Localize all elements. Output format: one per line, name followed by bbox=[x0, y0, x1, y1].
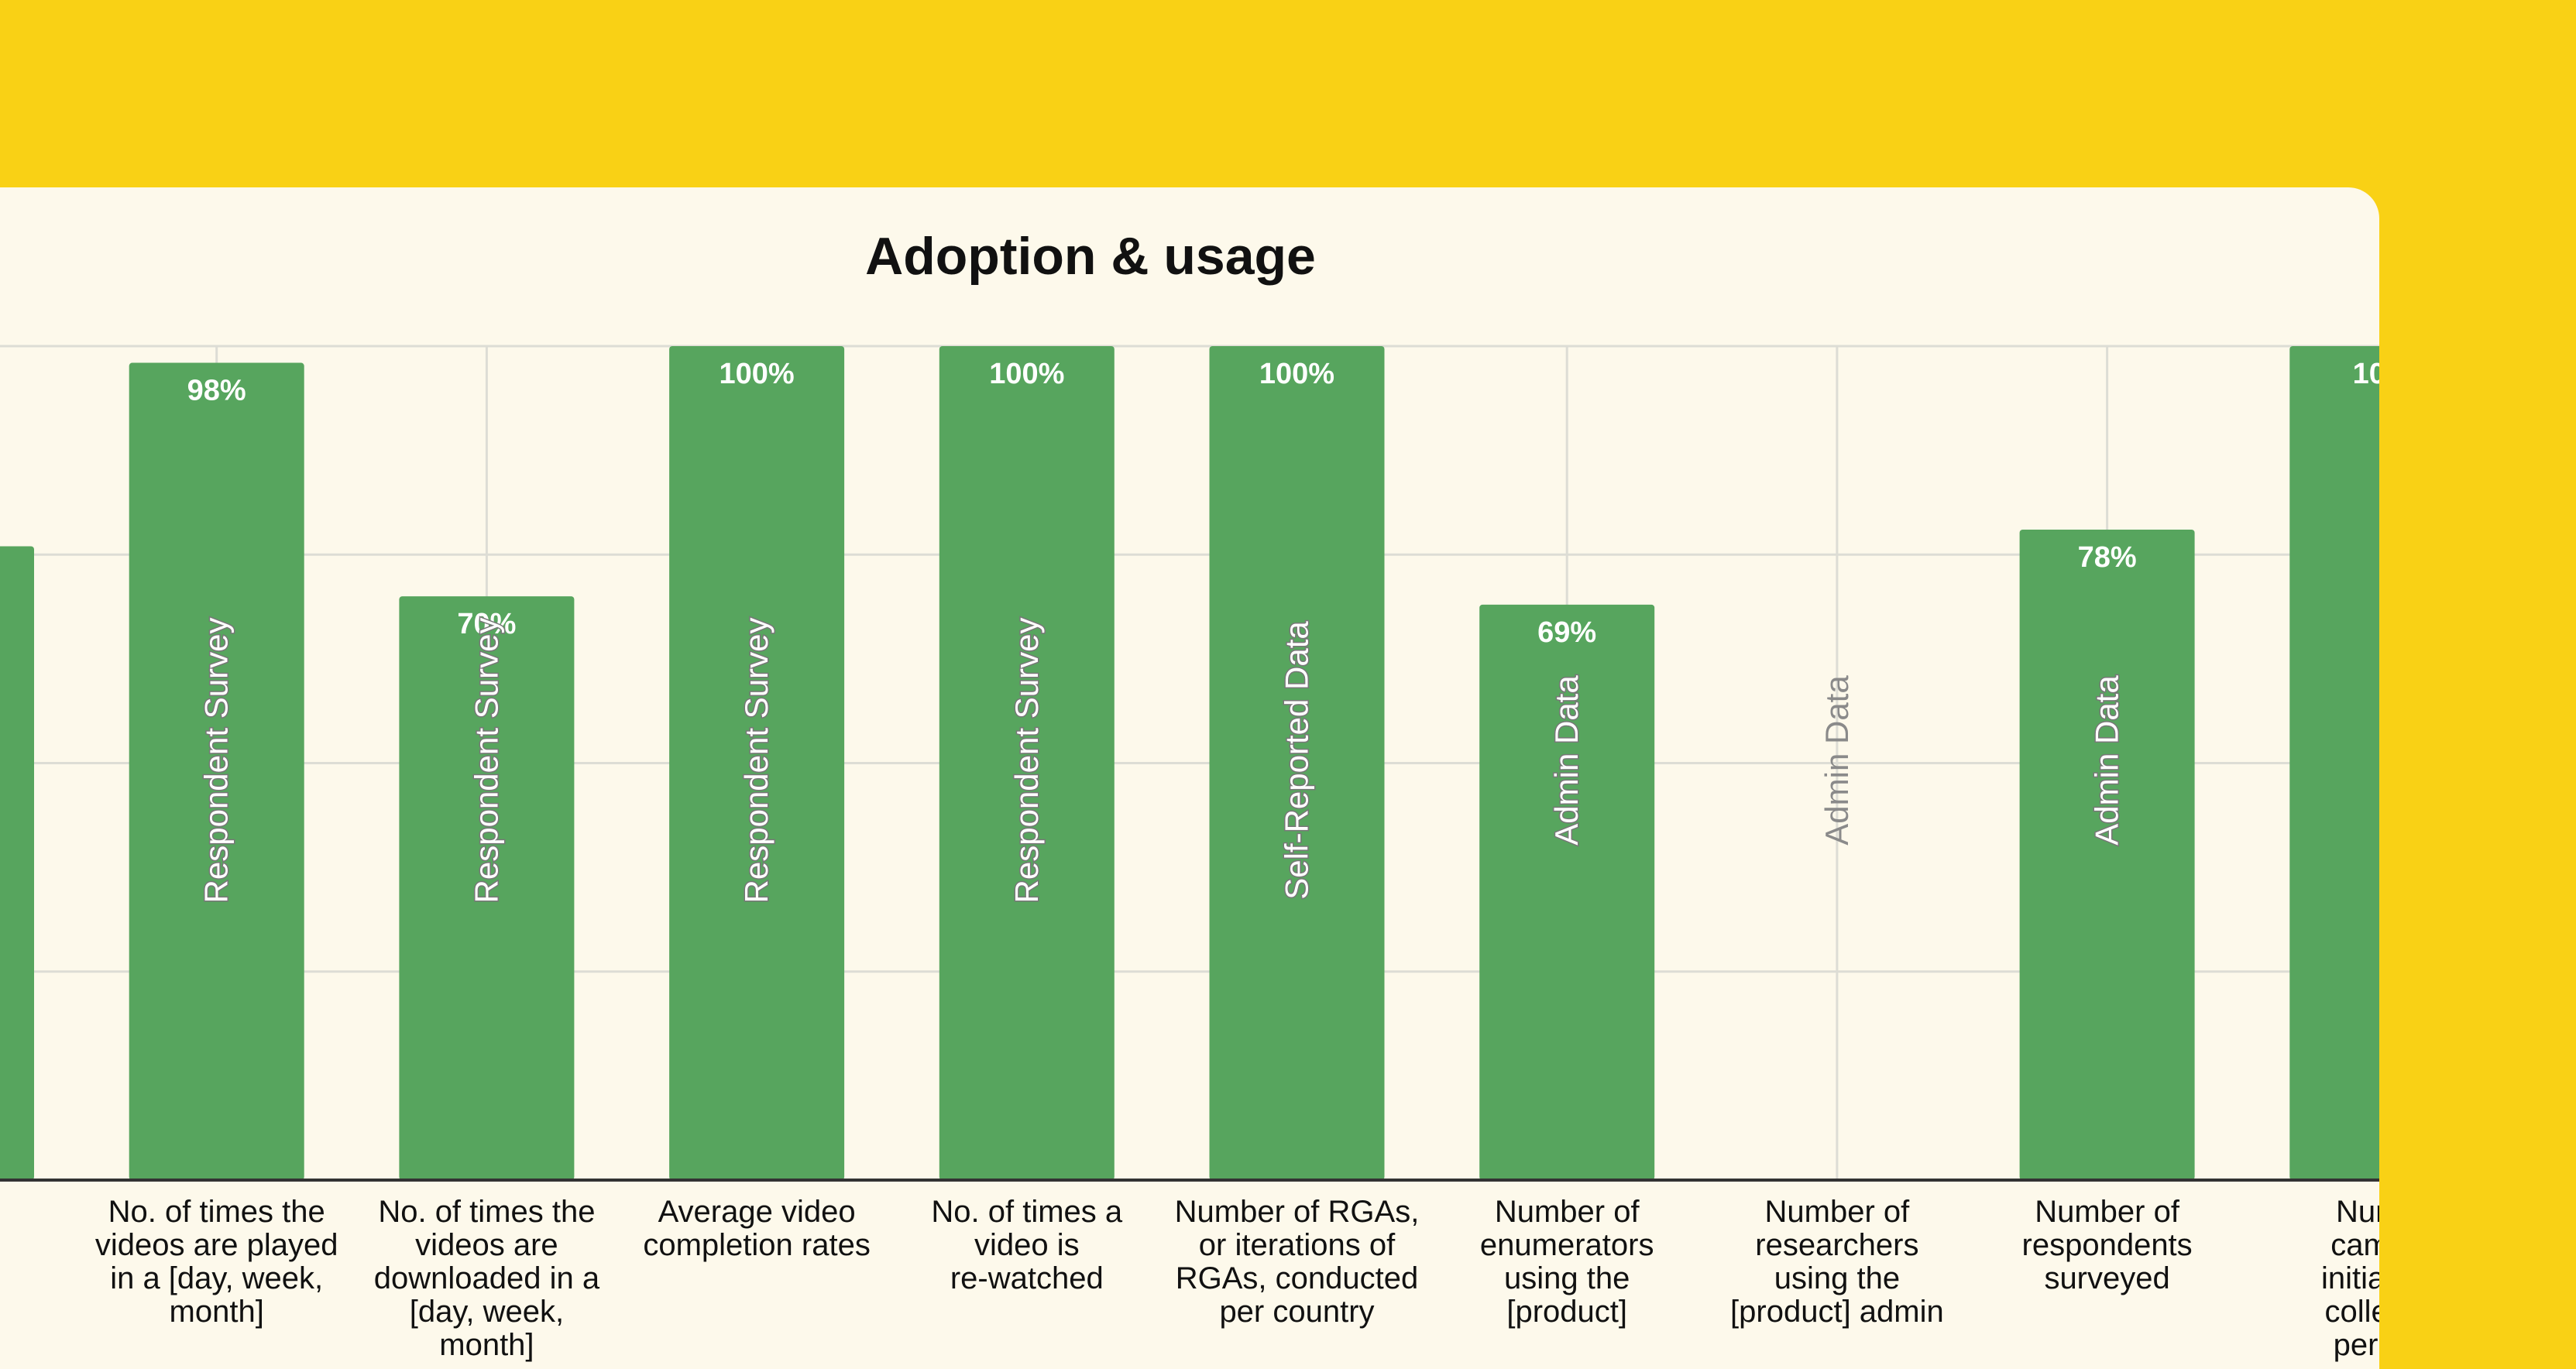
x-tick-label-line: in a [day, week, bbox=[110, 1261, 323, 1295]
bar-value-label: 78% bbox=[2078, 541, 2137, 574]
x-tick-label-line: using the bbox=[1504, 1261, 1630, 1295]
x-tick-label-line: videos are played bbox=[95, 1228, 338, 1262]
x-tick-label-line: initiative bbox=[2321, 1261, 2379, 1295]
bar-value-label: 100% bbox=[719, 358, 794, 390]
x-tick-label: Number of researchers using the [product] a… bbox=[1730, 1195, 1944, 1329]
x-tick-label-line: Number of bbox=[1495, 1195, 1640, 1229]
x-tick-label-line: month] bbox=[439, 1328, 534, 1362]
x-tick-label: Numbcampainitiativecollecteper qu bbox=[2321, 1195, 2379, 1362]
bar bbox=[1479, 604, 1655, 1180]
bar bbox=[669, 346, 845, 1180]
x-tick-label-line: No. of times the bbox=[108, 1195, 325, 1229]
bar-data-source-label: Admin Data bbox=[2089, 675, 2125, 846]
x-tick-label-line: [product] bbox=[1506, 1295, 1627, 1329]
bar bbox=[939, 346, 1115, 1180]
bar-value-label: 69% bbox=[1537, 616, 1596, 649]
x-tick-label-line: re-watched bbox=[950, 1261, 1104, 1295]
x-tick-label-line: enumerators bbox=[1480, 1228, 1654, 1262]
x-tick-label: No. of times the videos are downloaded in … bbox=[374, 1195, 600, 1362]
x-tick-label-line: No. of times the bbox=[378, 1195, 595, 1229]
x-tick-label-line: No. of times a bbox=[931, 1195, 1123, 1229]
x-tick-label-line: month] bbox=[170, 1295, 264, 1329]
x-tick-label-line: researchers bbox=[1755, 1228, 1918, 1262]
x-tick-label-line: per country bbox=[1219, 1295, 1374, 1329]
bar-value-label: 100% bbox=[989, 358, 1064, 390]
bar-data-source-label: Respondent Survey bbox=[1008, 618, 1045, 904]
x-tick-label: Number of enumerators using the [product] bbox=[1480, 1195, 1654, 1329]
chart-title: Adoption & usage bbox=[865, 227, 1316, 286]
x-tick-label-line: using the bbox=[1774, 1261, 1900, 1295]
x-tick-label: Number of respondents surveyed bbox=[2022, 1195, 2193, 1295]
x-tick-label-line: campa bbox=[2330, 1228, 2379, 1262]
bar-value-label: 70% bbox=[457, 608, 516, 640]
x-tick-label-line: respondents bbox=[2022, 1228, 2193, 1262]
bar-value-label: 98% bbox=[187, 375, 246, 407]
x-tick-label-line: downloaded in a bbox=[374, 1261, 600, 1295]
x-tick-label: Number of RGAs, or iterations of RGAs, con… bbox=[1175, 1195, 1420, 1329]
x-tick-label-line: Number of RGAs, bbox=[1175, 1195, 1420, 1229]
bar bbox=[399, 596, 575, 1180]
bar-value-label: 100% bbox=[1259, 358, 1334, 390]
x-tick-label: Average video completion rates bbox=[643, 1195, 870, 1262]
bar-data-source-label: Respondent Survey bbox=[468, 618, 504, 904]
chart-card: Adoption & usage 98% Respondent Survey 70%… bbox=[0, 187, 2379, 1369]
x-tick-label-line: Average video bbox=[658, 1195, 856, 1229]
x-tick-label-line: Numb bbox=[2336, 1195, 2379, 1229]
bar-data-source-label: Admin Data bbox=[1548, 675, 1585, 846]
x-tick-label-line: [day, week, bbox=[410, 1295, 564, 1329]
bar-chart: 98%Respondent Survey 70%Respondent Survey… bbox=[0, 345, 2379, 1362]
x-tick-label: No. of times the videos are played in a [d… bbox=[95, 1195, 338, 1329]
x-tick-label-line: collecte bbox=[2324, 1295, 2379, 1329]
bar-data-source-label: Self-Reported Data bbox=[1279, 621, 1315, 900]
bar bbox=[2289, 346, 2379, 1180]
bar bbox=[2019, 529, 2195, 1180]
x-tick-label-line: video is bbox=[974, 1228, 1080, 1262]
x-tick-label-line: Number of bbox=[2035, 1195, 2180, 1229]
bar-value-label: 100 bbox=[2353, 358, 2379, 390]
bar bbox=[1209, 346, 1385, 1180]
x-tick-label-line: per qu bbox=[2334, 1328, 2379, 1362]
bar-data-source-label: Respondent Survey bbox=[198, 618, 235, 904]
bar-data-source-label: Admin Data bbox=[1819, 675, 1855, 846]
x-tick-label-line: RGAs, conducted bbox=[1176, 1261, 1419, 1295]
x-tick-label-line: surveyed bbox=[2044, 1261, 2169, 1295]
x-tick-label-line: Number of bbox=[1765, 1195, 1911, 1229]
bar-data-source-label: Respondent Survey bbox=[738, 618, 775, 904]
bar bbox=[129, 362, 304, 1180]
x-tick-label-line: or iterations of bbox=[1199, 1228, 1396, 1262]
x-tick-label-line: completion rates bbox=[643, 1228, 870, 1262]
bar bbox=[0, 546, 34, 1180]
x-tick-label-line: videos are bbox=[415, 1228, 558, 1262]
x-tick-label-line: [product] admin bbox=[1730, 1295, 1944, 1329]
x-tick-label: No. of times a video is re-watched bbox=[931, 1195, 1123, 1295]
